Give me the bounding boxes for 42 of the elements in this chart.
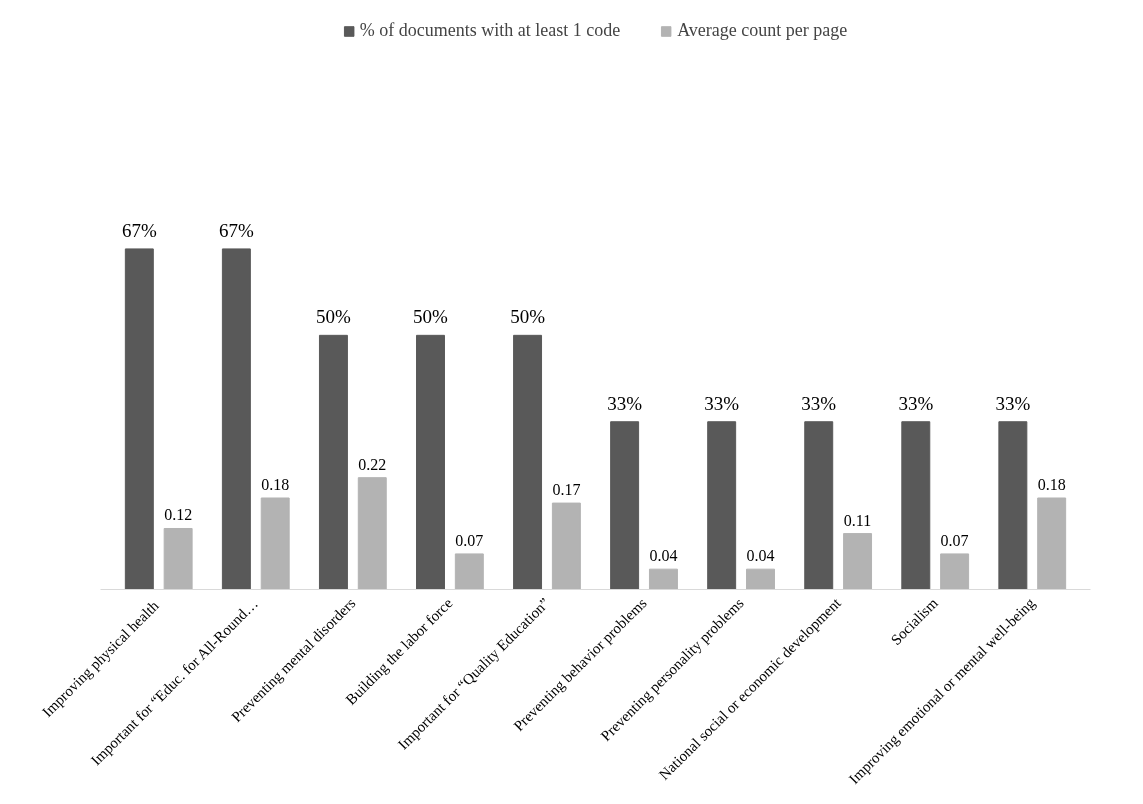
legend-label: % of documents with at least 1 code <box>359 20 621 41</box>
data-label: 33% <box>607 392 643 414</box>
bar <box>221 248 251 590</box>
bar <box>998 421 1028 590</box>
bar <box>746 568 775 590</box>
bar <box>940 553 970 590</box>
bar <box>610 421 640 590</box>
data-label: 50% <box>316 306 352 328</box>
data-label: 50% <box>413 306 449 328</box>
data-label: 0.17 <box>552 481 581 499</box>
bar <box>551 502 581 590</box>
data-label: 67% <box>121 219 157 241</box>
data-label: 0.04 <box>649 547 678 565</box>
data-label: 33% <box>704 392 740 414</box>
bar <box>318 334 348 590</box>
data-label: 50% <box>510 306 546 328</box>
bar <box>163 528 193 590</box>
bar <box>260 497 290 590</box>
data-label: 0.12 <box>164 506 193 524</box>
data-label: 33% <box>801 392 837 414</box>
data-label: 0.18 <box>1037 476 1066 493</box>
data-label: 67% <box>218 219 254 241</box>
bar <box>843 533 873 590</box>
bar <box>901 421 931 590</box>
bar <box>124 248 154 590</box>
bar <box>513 334 543 590</box>
bar <box>804 421 834 590</box>
bar <box>357 477 387 590</box>
data-label: 0.04 <box>746 547 775 565</box>
data-label: 0.11 <box>843 511 872 529</box>
bar <box>648 568 678 590</box>
data-label: 0.07 <box>940 531 969 549</box>
data-label: 0.22 <box>358 455 387 473</box>
data-label: 33% <box>898 392 934 414</box>
data-label: 33% <box>995 392 1031 414</box>
data-label: 0.18 <box>261 476 290 493</box>
bar <box>416 334 445 590</box>
legend-label: Average count per page <box>677 20 848 41</box>
bar <box>454 553 484 590</box>
bar <box>707 421 737 590</box>
bar <box>1037 497 1067 590</box>
data-label: 0.07 <box>455 531 484 549</box>
